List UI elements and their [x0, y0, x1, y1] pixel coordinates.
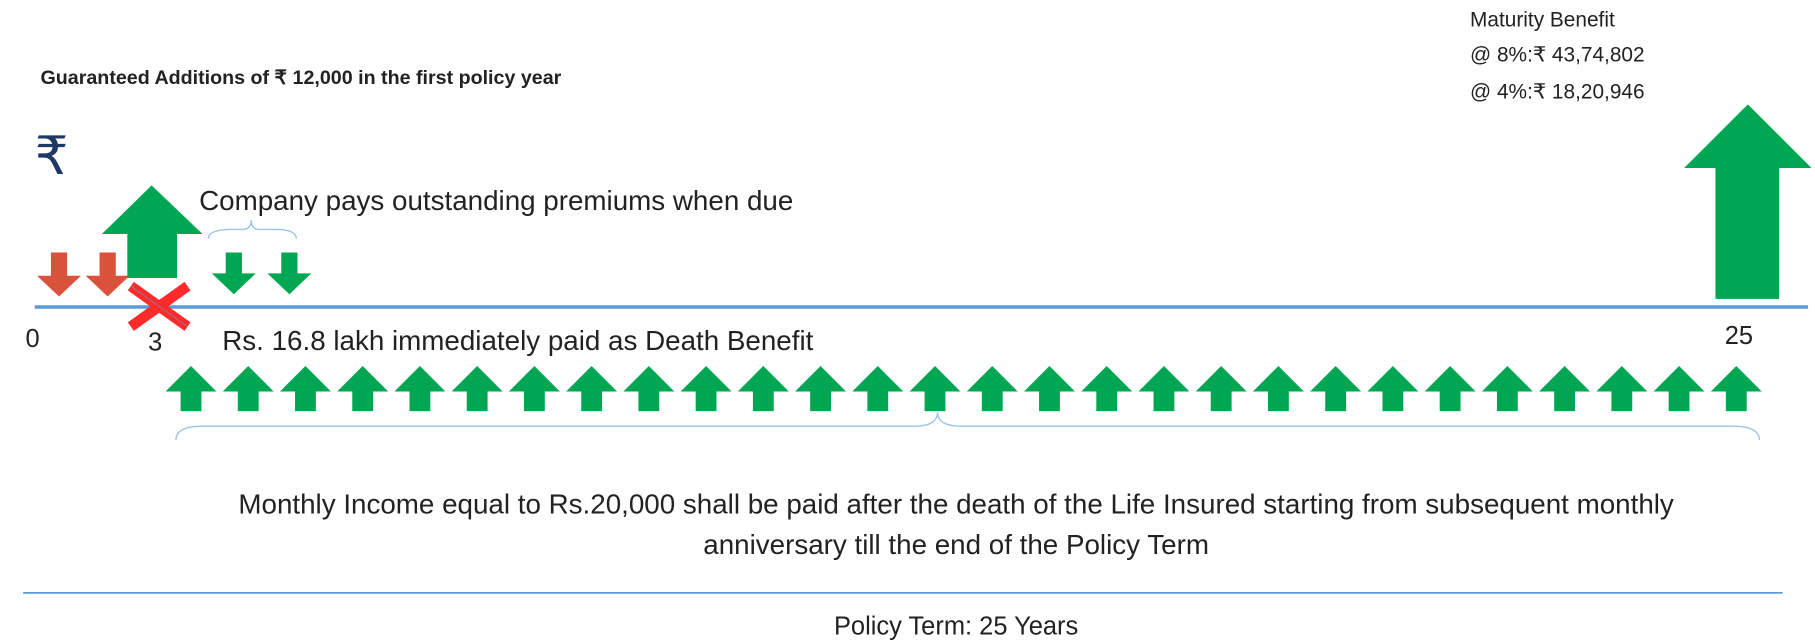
brace: [207, 220, 298, 239]
income-arrow: [1596, 365, 1648, 412]
income-arrow: [680, 365, 732, 412]
death-cross: [127, 281, 191, 331]
monthly-income: anniversary till the end of the Policy T…: [703, 529, 1209, 560]
income-arrow: [165, 365, 217, 412]
income-arrow: [279, 365, 331, 412]
income-arrow: [337, 365, 389, 412]
timeline-end: 25: [1725, 322, 1753, 350]
income-arrow: [1481, 365, 1533, 412]
income-arrow: [1024, 365, 1075, 412]
maturity-line: @ 4%:₹ 18,20,946: [1470, 80, 1645, 103]
company-pays: Company pays outstanding premiums when d…: [199, 185, 793, 216]
income-arrows: [165, 365, 1762, 412]
income-arrow: [623, 365, 675, 412]
timeline-death-year: 3: [148, 329, 162, 357]
income-arrow: [1424, 365, 1476, 412]
policy-term: Policy Term: 25 Years: [834, 612, 1078, 640]
premium-arrow: [37, 252, 82, 297]
income-arrow: [508, 365, 560, 412]
income-arrow: [566, 365, 618, 412]
death-benefit: Rs. 16.8 lakh immediately paid as Death …: [222, 325, 813, 356]
income-arrow: [966, 365, 1018, 412]
income-arrow: [1310, 365, 1362, 412]
premium-arrow: [85, 252, 130, 297]
income-arrow: [1539, 365, 1591, 412]
company-premium-arrow: [267, 252, 312, 295]
company-premium-arrow: [211, 252, 256, 295]
income-arrow: [1081, 365, 1133, 412]
income-arrow: [1367, 365, 1419, 412]
income-arrow: [451, 365, 503, 412]
income-arrow: [737, 365, 789, 412]
income-arrow: [852, 365, 904, 412]
income-arrow: [1138, 365, 1190, 412]
income-arrow: [909, 365, 961, 412]
brace: [175, 412, 1761, 441]
income-arrow: [1195, 365, 1247, 412]
guaranteed-additions: Guaranteed Additions of ₹ 12,000 in the …: [41, 67, 562, 89]
income-arrow: [222, 365, 274, 412]
death-benefit-arrow: [101, 185, 203, 279]
income-arrow: [795, 365, 847, 412]
maturity-title: Maturity Benefit: [1470, 9, 1615, 32]
maturity-arrow: [1684, 104, 1812, 299]
maturity-line: @ 8%:₹ 43,74,802: [1470, 43, 1645, 66]
income-arrow: [1710, 365, 1762, 412]
monthly-income: Monthly Income equal to Rs.20,000 shall …: [238, 488, 1674, 519]
currency-symbol: ₹: [35, 127, 69, 186]
income-arrow: [1252, 365, 1304, 412]
income-arrow: [394, 365, 446, 412]
timeline-start: 0: [25, 325, 39, 353]
income-arrow: [1653, 365, 1705, 412]
